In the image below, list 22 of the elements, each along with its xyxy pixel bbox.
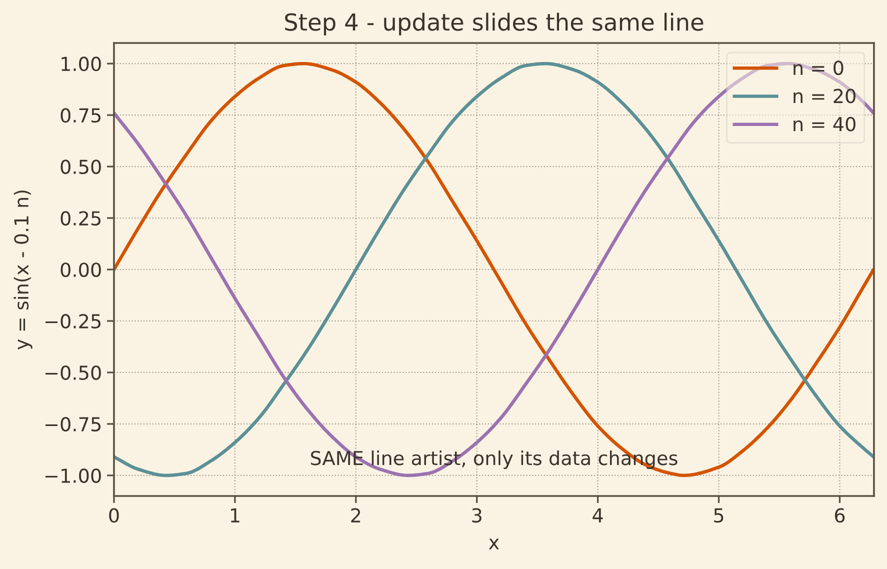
legend-label: n = 40 [794, 116, 856, 132]
y-tick-label: −0.25 [45, 314, 100, 329]
legend-label: n = 0 [794, 60, 844, 76]
x-tick-label: 6 [834, 508, 845, 523]
y-tick-label: 0.75 [60, 108, 100, 123]
y-axis-title: y = sin(x - 0.1 n) [14, 190, 32, 350]
y-tick-label: 0.25 [60, 211, 100, 226]
y-tick-label: 1.00 [62, 56, 101, 72]
y-tick-label: 0.00 [60, 262, 101, 278]
y-tick-label: −0.75 [45, 416, 100, 432]
x-tick-label: 2 [351, 508, 360, 522]
y-tick-label: −0.50 [45, 366, 101, 380]
x-axis-title: x [488, 538, 500, 550]
x-tick-label: 4 [592, 508, 603, 522]
chart-title: Step 4 - update slides the same line [285, 12, 704, 36]
x-tick-label: 0 [109, 508, 119, 523]
y-tick-label: 0.50 [60, 160, 101, 174]
x-tick-label: 5 [714, 508, 724, 523]
x-tick-label: 3 [472, 508, 482, 523]
y-tick-label: −1.00 [45, 468, 101, 483]
x-tick-label: 1 [230, 508, 240, 522]
legend-label: n = 20 [794, 88, 856, 104]
